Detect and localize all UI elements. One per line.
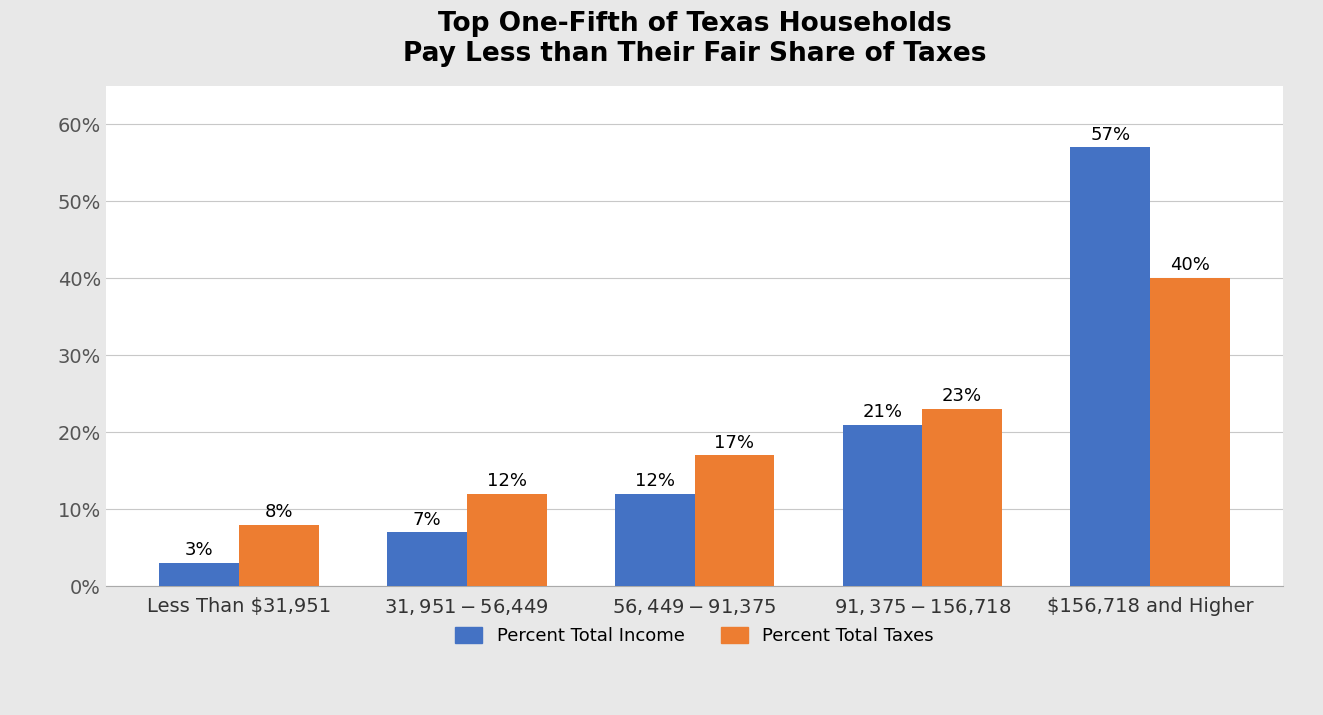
Text: 8%: 8% bbox=[265, 503, 294, 521]
Text: 12%: 12% bbox=[635, 472, 675, 490]
Bar bbox=[1150, 278, 1230, 586]
Bar bbox=[843, 425, 922, 586]
Bar bbox=[388, 533, 467, 586]
Title: Top One-Fifth of Texas Households
Pay Less than Their Fair Share of Taxes: Top One-Fifth of Texas Households Pay Le… bbox=[402, 11, 987, 66]
Legend: Percent Total Income, Percent Total Taxes: Percent Total Income, Percent Total Taxe… bbox=[448, 620, 941, 652]
Text: 23%: 23% bbox=[942, 388, 982, 405]
Text: 17%: 17% bbox=[714, 433, 754, 452]
Text: 21%: 21% bbox=[863, 403, 902, 420]
Text: 3%: 3% bbox=[185, 541, 213, 559]
Bar bbox=[159, 563, 239, 586]
Bar bbox=[695, 455, 774, 586]
Bar bbox=[239, 525, 319, 586]
Text: 57%: 57% bbox=[1090, 126, 1130, 144]
Text: 40%: 40% bbox=[1170, 257, 1209, 275]
Bar bbox=[922, 409, 1002, 586]
Text: 7%: 7% bbox=[413, 511, 442, 528]
Text: 12%: 12% bbox=[487, 472, 527, 490]
Bar bbox=[615, 494, 695, 586]
Bar bbox=[1070, 147, 1150, 586]
Bar bbox=[467, 494, 546, 586]
